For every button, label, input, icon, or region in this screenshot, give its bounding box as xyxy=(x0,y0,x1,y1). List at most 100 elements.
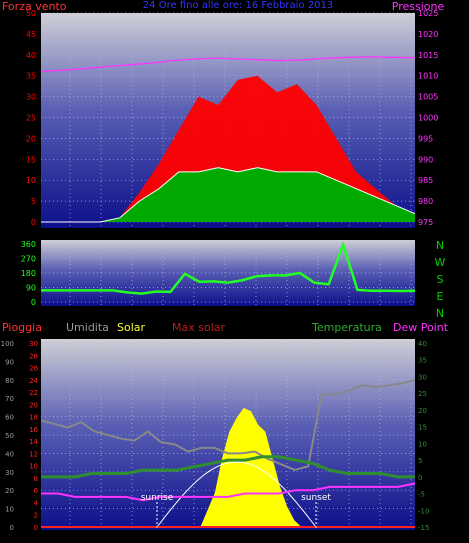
wind-y-tick: 10 xyxy=(26,176,36,185)
direction-y-tick: 270 xyxy=(21,255,36,264)
temp-x-tick: 06 xyxy=(127,533,137,542)
temp-y-tick: 30 xyxy=(418,373,427,381)
temp-y-tick: 10 xyxy=(418,440,427,448)
wind-x-tick: 18 xyxy=(313,231,323,240)
humidity-y-tick: 30 xyxy=(5,469,14,477)
rain-y-tick: 6 xyxy=(34,487,39,495)
temp-x-tick: 18 xyxy=(313,533,323,542)
pressure-y-tick: 1025 xyxy=(418,9,438,18)
wind-x-tick: 14 xyxy=(251,231,261,240)
humidity-line xyxy=(41,378,415,472)
direction-letter-n2: N xyxy=(436,307,444,320)
pressure-y-tick: 995 xyxy=(418,134,433,143)
pressure-y-tick: 990 xyxy=(418,155,433,164)
rain-y-tick: 16 xyxy=(29,426,38,434)
direction-y-tick: 90 xyxy=(26,284,36,293)
wind-x-tick: 20 xyxy=(344,231,354,240)
rain-y-tick: 14 xyxy=(29,438,38,446)
temp-x-tick: 10 xyxy=(189,533,199,542)
humidity-y-tick: 70 xyxy=(5,395,14,403)
temp-marks xyxy=(41,378,415,528)
wind-x-tick: 04 xyxy=(96,231,106,240)
wind-x-tick: 12 xyxy=(220,231,230,240)
humidity-y-tick: 60 xyxy=(5,414,14,422)
wind-y-tick: 5 xyxy=(31,197,36,206)
rain-y-tick: 24 xyxy=(29,377,38,385)
temp-y-tick: 20 xyxy=(418,407,427,415)
humidity-y-tick: 10 xyxy=(5,506,14,514)
wind-x-tick: 22 xyxy=(375,231,385,240)
legend-rain: Pioggia xyxy=(2,321,42,334)
temp-y-tick: 15 xyxy=(418,424,427,432)
rain-y-tick: 30 xyxy=(29,340,38,348)
wind-y-tick: 25 xyxy=(26,114,36,123)
temp-x-tick: 08 xyxy=(158,533,168,542)
humidity-y-tick: 20 xyxy=(5,487,14,495)
rain-y-tick: 12 xyxy=(29,450,38,458)
wind-y-tick: 35 xyxy=(26,72,36,81)
temp-y-tick: -15 xyxy=(418,524,429,532)
direction-grid xyxy=(41,240,415,306)
wind-y-tick: 20 xyxy=(26,134,36,143)
direction-letter-s: S xyxy=(437,273,444,286)
temp-y-tick: 5 xyxy=(418,457,422,465)
legend-dewpoint: Dew Point xyxy=(393,321,449,334)
wind-y-tick: 45 xyxy=(26,30,36,39)
direction-y-tick: 180 xyxy=(21,269,36,278)
wind-avg-area xyxy=(41,167,415,222)
pressure-y-tick: 1005 xyxy=(418,93,438,102)
wind-y-tick: 30 xyxy=(26,93,36,102)
temp-y-tick: 40 xyxy=(418,340,427,348)
temp-y-tick: -10 xyxy=(418,507,429,515)
rain-y-tick: 28 xyxy=(29,352,38,360)
temp-x-tick: 20 xyxy=(344,533,354,542)
rain-y-tick: 10 xyxy=(29,463,38,471)
pressure-y-tick: 975 xyxy=(418,218,433,227)
rain-y-tick: 22 xyxy=(29,389,38,397)
pressure-y-tick: 1015 xyxy=(418,51,438,60)
temp-y-tick: 25 xyxy=(418,390,427,398)
humidity-y-tick: 0 xyxy=(10,524,14,532)
rain-y-tick: 0 xyxy=(34,524,38,532)
sunrise-label: sunrise xyxy=(141,493,174,503)
wind-x-tick: 06 xyxy=(127,231,137,240)
legend-temperature: Temperatura xyxy=(311,321,382,334)
humidity-y-tick: 40 xyxy=(5,450,14,458)
temp-x-tick: 04 xyxy=(96,533,106,542)
pressure-y-tick: 1020 xyxy=(418,30,438,39)
wind-x-tick: 08 xyxy=(158,231,168,240)
temperature-line xyxy=(41,455,415,479)
wind-y-tick: 50 xyxy=(26,9,36,18)
temp-y-tick: -5 xyxy=(418,491,425,499)
wind-y-tick: 40 xyxy=(26,51,36,60)
chart-title: 24 Ore fino alle ore: 16 Febbraio 2013 xyxy=(143,0,333,11)
temp-x-tick: 12 xyxy=(220,533,230,542)
pressure-y-tick: 1000 xyxy=(418,114,438,123)
temp-x-tick: 14 xyxy=(251,533,261,542)
pressure-line xyxy=(41,56,415,73)
wind-y-tick: 15 xyxy=(26,155,36,164)
wind-x-tick: 16 xyxy=(282,231,292,240)
direction-letter-e: E xyxy=(437,290,444,303)
pressure-y-tick: 985 xyxy=(418,176,433,185)
direction-marks xyxy=(41,240,415,295)
humidity-y-tick: 100 xyxy=(1,340,14,348)
temp-x-tick: 03 xyxy=(65,533,75,542)
legend-solar: Solar xyxy=(117,321,146,334)
legend-humidity: Umidita xyxy=(66,321,109,334)
direction-letter-w: W xyxy=(435,256,446,269)
legend-max-solar: Max solar xyxy=(172,321,225,334)
wind-x-tick: 00 xyxy=(406,231,416,240)
direction-line xyxy=(41,240,415,295)
rain-y-tick: 18 xyxy=(29,414,38,422)
pressure-y-tick: 980 xyxy=(418,197,433,206)
pressure-y-tick: 1010 xyxy=(418,72,438,81)
rain-y-tick: 2 xyxy=(34,512,38,520)
temp-x-tick: 16 xyxy=(282,533,292,542)
humidity-y-tick: 80 xyxy=(5,377,14,385)
max-solar-curve xyxy=(156,461,317,528)
direction-y-tick: 360 xyxy=(21,240,36,249)
humidity-y-tick: 50 xyxy=(5,432,14,440)
axis-ticks: 0510152025303540455097598098599099510001… xyxy=(1,9,439,542)
temp-y-tick: 35 xyxy=(418,357,427,365)
